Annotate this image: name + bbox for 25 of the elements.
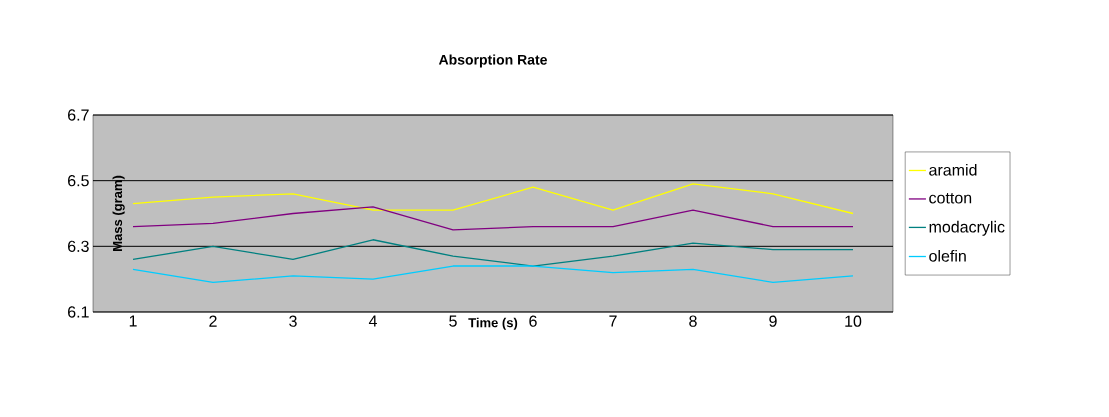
y-tick-label: 6.1 <box>68 306 89 318</box>
line-series <box>132 265 854 284</box>
x-axis-title: Time (s) <box>468 317 518 330</box>
x-tick-label: 4 <box>368 315 377 327</box>
x-tick-label: 10 <box>845 315 862 327</box>
legend-label: cotton <box>929 193 972 204</box>
legend-label: olefin <box>929 249 966 262</box>
x-tick-label: 6 <box>529 315 537 327</box>
line-series <box>132 206 854 231</box>
x-tick-label: 8 <box>689 315 697 327</box>
y-tick-label: 6.3 <box>68 240 89 252</box>
x-tick-label: 5 <box>449 315 457 327</box>
x-tick-label: 9 <box>769 315 777 327</box>
y-tick-label: 6.7 <box>68 109 89 121</box>
x-tick-label: 2 <box>209 315 217 327</box>
legend-label: modacrylic <box>929 220 1005 236</box>
x-tick-label: 3 <box>289 315 297 327</box>
x-tick-label: 7 <box>609 315 617 327</box>
line-series <box>132 239 854 267</box>
line-series <box>132 183 854 215</box>
chart-title: Absorption Rate <box>438 54 547 68</box>
legend-label: aramid <box>929 163 977 176</box>
y-axis-title: Mass (gram) <box>112 175 125 251</box>
x-tick-label: 1 <box>129 315 137 327</box>
y-tick-label: 6.5 <box>68 175 89 187</box>
